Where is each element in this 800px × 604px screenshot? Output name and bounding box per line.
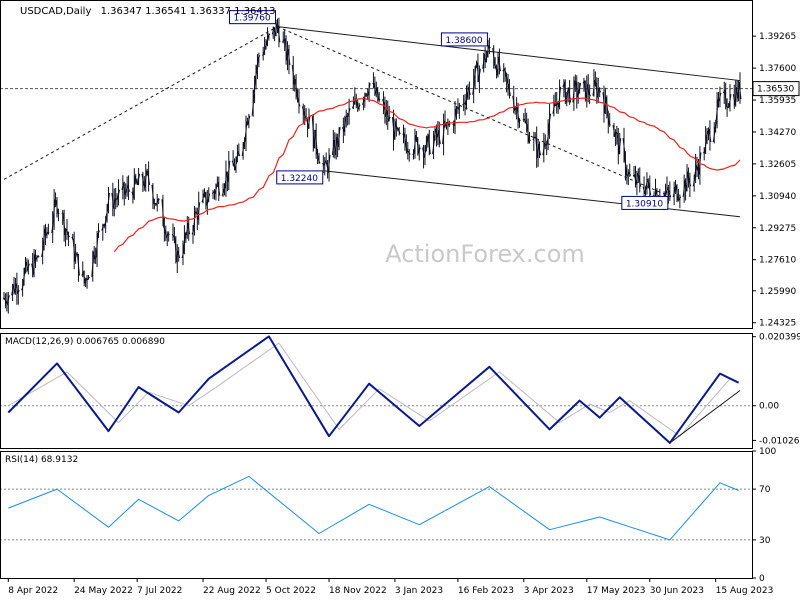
x-tick-label: 3 Apr 2023 [524, 586, 574, 596]
x-tick-label: 15 Aug 2023 [716, 586, 774, 596]
price-header: USDCAD,Daily 1.36347 1.36541 1.36337 1.3… [20, 6, 276, 17]
watermark: ActionForex.com [385, 240, 585, 268]
x-tick-label: 5 Oct 2022 [266, 586, 316, 596]
price-tick-label: 1.39265 [759, 32, 796, 42]
price-tick-label: 1.24325 [759, 319, 796, 329]
price-annotation-label: 1.38600 [445, 36, 482, 46]
rsi-tick-label: 70 [759, 485, 771, 495]
x-tick-label: 3 Jan 2023 [395, 586, 443, 596]
candle-body [37, 256, 39, 257]
macd-tick-label: 0.00 [759, 402, 779, 412]
price-tick-label: 1.32605 [759, 160, 796, 170]
x-tick-label: 22 Aug 2022 [203, 586, 261, 596]
x-tick-label: 7 Jul 2022 [137, 586, 182, 596]
ohlc-label: 1.36347 1.36541 1.36337 1.36413 [101, 6, 276, 17]
macd-tick-label: -0.01026 [759, 436, 800, 446]
x-tick-label: 18 Nov 2022 [329, 586, 387, 596]
price-tick-label: 1.29275 [759, 224, 796, 234]
x-tick-label: 16 Feb 2023 [458, 586, 514, 596]
candle-body [372, 83, 374, 84]
x-tick-label: 24 May 2022 [74, 586, 133, 596]
macd-tick-label: 0.020399 [759, 333, 800, 343]
price-tick-label: 1.37600 [759, 64, 796, 74]
rsi-title: RSI(14) 68.9132 [5, 455, 78, 465]
price-tick-label: 1.27610 [759, 256, 796, 266]
macd-title: MACD(12,26,9) 0.006765 0.006890 [5, 337, 165, 347]
rsi-tick-label: 0 [759, 574, 765, 584]
price-tick-label: 1.35935 [759, 96, 796, 106]
price-annotation-label: 1.32240 [281, 174, 318, 184]
rsi-tick-label: 30 [759, 536, 771, 546]
x-tick-label: 8 Apr 2022 [8, 586, 58, 596]
symbol-label: USDCAD,Daily [20, 6, 91, 17]
price-annotation-label: 1.30910 [626, 199, 663, 209]
x-tick-label: 17 May 2023 [587, 586, 646, 596]
price-tick-label: 1.34270 [759, 128, 796, 138]
price-tick-label: 1.25990 [759, 287, 796, 297]
price-tick-label: 1.30940 [759, 192, 796, 202]
current-price-label: 1.36530 [757, 85, 794, 95]
rsi-tick-label: 100 [759, 447, 776, 457]
candle-body [62, 213, 64, 214]
x-tick-label: 30 Jun 2023 [650, 586, 704, 596]
